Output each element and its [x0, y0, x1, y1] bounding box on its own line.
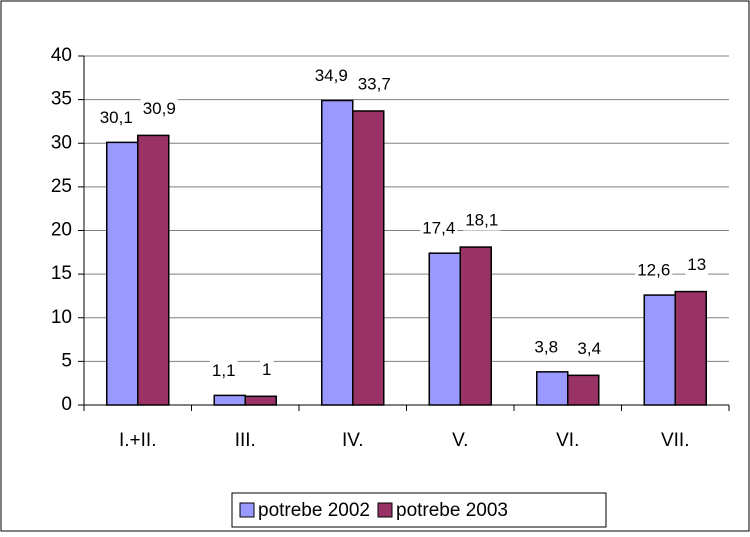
data-label: 3,4: [577, 339, 601, 358]
bar: [213, 394, 246, 406]
bar: [674, 290, 707, 406]
bar: [428, 252, 461, 406]
x-tick-label: IV.: [342, 430, 364, 451]
data-label-bg: [532, 336, 561, 358]
data-label-bg: [635, 259, 673, 281]
bar: [352, 110, 385, 406]
legend-label: potrebe 2003: [396, 500, 508, 521]
data-label-bg: [260, 358, 274, 380]
bar: [321, 99, 354, 406]
data-label-bg: [575, 337, 604, 359]
bar: [137, 134, 170, 406]
data-label-bg: [355, 73, 393, 95]
x-tick-label: V.: [452, 430, 468, 451]
bar: [567, 374, 600, 406]
data-label-bg: [312, 64, 350, 86]
bar: [643, 294, 676, 406]
legend-box: [231, 492, 607, 528]
data-label: 3,8: [534, 337, 558, 356]
bar: [536, 371, 569, 406]
legend-label: potrebe 2002: [258, 500, 370, 521]
data-label: 12,6: [637, 261, 670, 280]
y-tick-label: 15: [51, 263, 72, 284]
data-label-bg: [140, 97, 178, 119]
y-tick-label: 25: [51, 176, 72, 197]
data-label: 18,1: [465, 211, 498, 230]
legend-swatch: [239, 502, 255, 518]
y-tick-label: 30: [51, 132, 72, 153]
bar: [106, 141, 139, 406]
data-label-bg: [209, 359, 238, 381]
y-tick-label: 10: [51, 307, 72, 328]
data-label: 30,1: [100, 108, 133, 127]
data-label-bg: [420, 217, 458, 239]
data-label-bg: [463, 209, 501, 231]
data-label-bg: [685, 254, 709, 276]
data-label: 1,1: [212, 361, 236, 380]
y-tick-label: 20: [51, 220, 72, 241]
x-tick-label: VII.: [661, 430, 690, 451]
data-label: 1: [262, 360, 271, 379]
data-label: 33,7: [358, 74, 391, 93]
y-tick-label: 35: [51, 89, 72, 110]
y-tick-label: 5: [61, 350, 72, 371]
x-tick-label: III.: [235, 430, 256, 451]
data-label: 34,9: [315, 66, 348, 85]
bar: [244, 395, 277, 406]
data-label: 30,9: [143, 99, 176, 118]
legend-swatch: [377, 502, 393, 518]
x-tick-label: I.+II.: [119, 430, 157, 451]
data-label-bg: [97, 106, 135, 128]
bar: [459, 246, 492, 406]
data-label: 17,4: [422, 219, 455, 238]
data-label: 13: [687, 255, 706, 274]
y-tick-label: 0: [61, 394, 72, 415]
x-tick-label: VI.: [556, 430, 579, 451]
y-tick-label: 40: [51, 45, 72, 66]
